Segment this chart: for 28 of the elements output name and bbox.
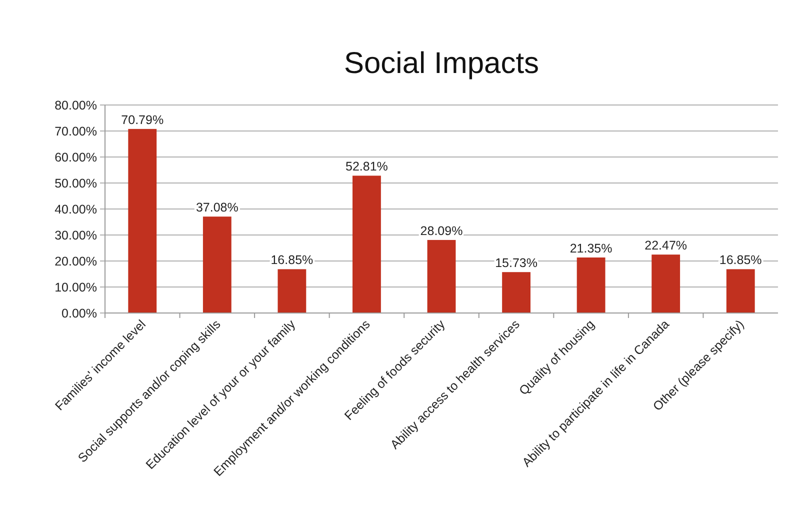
bar <box>726 269 755 313</box>
bar <box>352 176 381 313</box>
y-tick-label: 40.00% <box>54 202 97 216</box>
data-label: 16.85% <box>719 253 762 268</box>
y-tick-label: 0.00% <box>62 306 97 320</box>
y-tick-label: 30.00% <box>54 228 97 242</box>
bar <box>202 216 232 313</box>
y-tick-label: 60.00% <box>54 150 97 164</box>
y-tick-label: 10.00% <box>54 280 97 294</box>
data-label: 28.09% <box>420 224 463 238</box>
data-label: 21.35% <box>570 241 612 256</box>
data-label: 37.08% <box>196 200 238 215</box>
bar <box>502 272 530 313</box>
y-tick-label: 20.00% <box>54 254 97 268</box>
data-label: 16.85% <box>270 253 314 268</box>
data-label: 22.47% <box>644 238 688 253</box>
y-tick-label: 50.00% <box>54 176 97 190</box>
bar <box>128 128 157 313</box>
y-tick-label: 80.00% <box>54 98 97 112</box>
data-label: 70.79% <box>121 112 164 127</box>
bar <box>427 240 456 313</box>
bar <box>278 269 306 313</box>
bar <box>652 254 680 313</box>
data-label: 52.81% <box>346 160 388 174</box>
data-label: 15.73% <box>495 256 538 270</box>
bar <box>576 257 606 313</box>
chart-title: Social Impacts <box>344 47 540 80</box>
y-tick-label: 70.00% <box>54 124 97 138</box>
